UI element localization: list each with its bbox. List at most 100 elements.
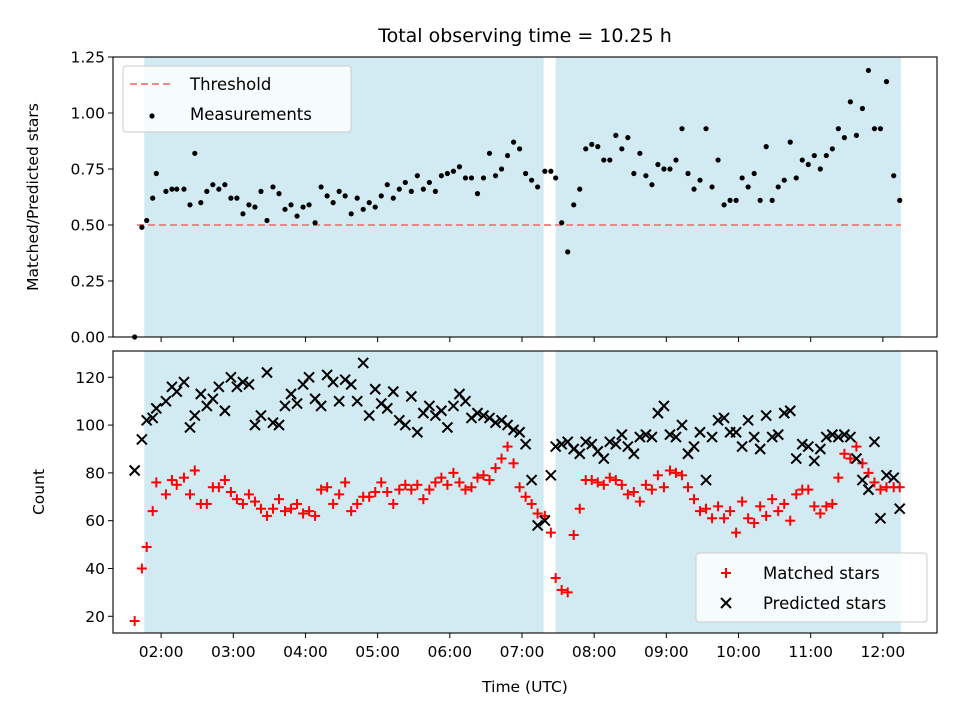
bottom-axes-frame: [112, 350, 938, 634]
measurement-point: [859, 105, 866, 112]
matched-point: [676, 470, 687, 481]
predicted-point: [291, 397, 303, 410]
measurement-point: [721, 202, 727, 208]
matched-point: [634, 496, 645, 507]
predicted-point: [748, 431, 760, 443]
matched-point: [484, 475, 495, 486]
matched-point: [514, 482, 525, 493]
predicted-point: [634, 431, 646, 443]
matched-point: [448, 467, 459, 478]
measurement-point: [769, 197, 775, 203]
matched-point: [424, 484, 435, 495]
measurement-point: [763, 144, 769, 150]
matched-point: [394, 484, 405, 495]
predicted-point: [772, 428, 784, 441]
predicted-point: [628, 448, 640, 460]
predicted-point: [150, 402, 163, 415]
matched-point: [875, 484, 886, 495]
matched-point: [719, 513, 730, 524]
matched-point: [231, 494, 242, 505]
ratio-series: [132, 67, 903, 340]
predicted-point: [178, 376, 190, 388]
matched-point: [658, 482, 669, 493]
measurement-point: [571, 202, 577, 208]
predicted-point: [267, 416, 279, 429]
predicted-point: [369, 383, 381, 395]
measurement-point: [204, 188, 210, 194]
measurement-point: [150, 195, 156, 201]
measurements-legend-swatch: [149, 113, 155, 119]
measurement-point: [282, 206, 288, 212]
predicted-point: [712, 414, 724, 427]
measurement-point: [264, 217, 270, 224]
matched-point: [839, 448, 850, 459]
predicted-point: [760, 409, 772, 422]
x-tick-label: 10:00: [716, 643, 761, 661]
measurement-point: [192, 150, 198, 156]
measurement-point: [853, 132, 860, 138]
measurement-point: [480, 175, 487, 181]
predicted-legend-label: Predicted stars: [763, 594, 886, 613]
matched-point: [255, 503, 266, 514]
x-tick-label: 12:00: [861, 643, 906, 661]
measurement-point: [354, 195, 360, 201]
predicted-point: [128, 464, 141, 477]
measurement-point: [336, 188, 342, 194]
matched-legend-swatch: [721, 568, 731, 578]
matched-point: [731, 527, 742, 538]
top-legend-box: [122, 65, 352, 133]
matched-point: [598, 479, 609, 490]
count-panel: 20 40 60 80 100 120 02:00 03:00 04:00 05:00 06:00…: [30, 350, 938, 696]
matched-point: [201, 498, 212, 509]
y-tick-label: 80: [85, 464, 105, 482]
predicted-point: [327, 376, 339, 388]
predicted-point: [880, 469, 893, 481]
matched-point: [701, 503, 712, 514]
x-axis-label: Time (UTC): [481, 678, 568, 696]
predicted-point: [237, 376, 249, 388]
measurement-point: [673, 157, 679, 163]
predicted-point: [887, 471, 900, 484]
matched-point: [604, 472, 615, 483]
predicted-point: [136, 433, 148, 446]
matched-point: [894, 482, 905, 493]
measurement-point: [210, 182, 216, 188]
predicted-point: [345, 378, 357, 391]
measurement-point: [366, 200, 372, 206]
predicted-point: [539, 514, 551, 527]
measurement-point: [153, 170, 159, 177]
y-tick-label: 0.75: [70, 161, 105, 179]
matched-point: [129, 616, 140, 627]
matched-point: [562, 587, 573, 598]
bottom-legend: Matched stars Predicted stars: [695, 552, 928, 623]
measurement-point: [342, 193, 348, 199]
matched-point: [670, 467, 681, 478]
measurement-point: [697, 177, 703, 183]
measurements-legend-label: Measurements: [190, 105, 312, 124]
matched-point: [442, 479, 453, 490]
x-tick-label: 06:00: [427, 643, 472, 661]
matched-point: [141, 541, 152, 552]
predicted-point: [832, 431, 845, 443]
x-tick-label: 09:00: [644, 643, 689, 661]
predicted-point: [640, 428, 652, 441]
predicted-point: [160, 395, 172, 407]
matched-point: [707, 513, 718, 524]
matched-point: [454, 477, 465, 488]
measurement-point: [174, 186, 180, 192]
matched-point: [863, 467, 874, 478]
predicted-point: [844, 431, 857, 443]
threshold-legend-label: Threshold: [189, 75, 271, 94]
predicted-point: [381, 402, 393, 415]
predicted-point: [694, 426, 706, 438]
bottom-y-axis-label: Count: [30, 469, 48, 515]
matched-point: [526, 498, 537, 509]
predicted-point: [243, 378, 255, 391]
measurement-point: [408, 188, 414, 194]
matched-point: [640, 479, 651, 490]
matched-point: [304, 506, 315, 517]
predicted-point: [171, 385, 183, 398]
predicted-point: [513, 426, 526, 438]
y-tick-label: 1.25: [70, 49, 105, 67]
matched-point: [574, 503, 585, 514]
